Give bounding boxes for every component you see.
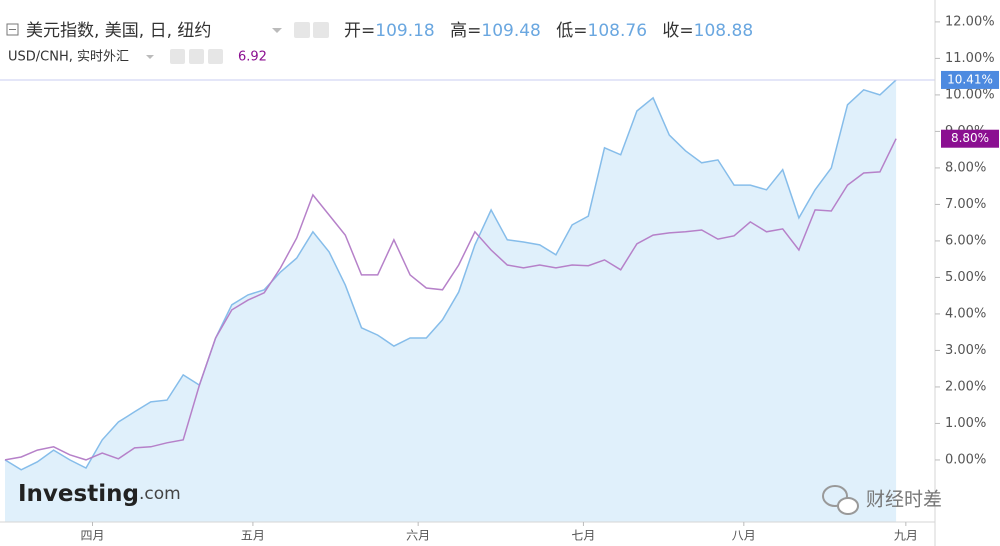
end-label-box — [941, 70, 999, 89]
logo-suffix: .com — [139, 484, 181, 504]
ohlc-label: 开= — [344, 21, 375, 41]
y-tick-label: 6.00% — [945, 233, 986, 248]
ohlc-value: 109.48 — [481, 21, 540, 41]
ohlc-label: 低= — [556, 21, 587, 41]
eye-icon[interactable] — [170, 49, 185, 64]
watermark: 财经时差 — [866, 489, 942, 511]
wechat-icon — [822, 485, 848, 507]
dropdown[interactable] — [146, 55, 154, 59]
ohlc-label: 高= — [450, 21, 481, 41]
y-tick-label: 8.00% — [945, 160, 986, 175]
ohlc-value: 108.76 — [588, 21, 647, 41]
logo: Investing.com — [18, 481, 181, 507]
y-tick-label: 7.00% — [945, 197, 986, 212]
series-name: USD/CNH, 实时外汇 — [8, 50, 129, 65]
y-tick-label: 1.00% — [945, 416, 986, 431]
ohlc: 开=109.18 高=109.48 低=108.76 收=108.88 — [344, 21, 753, 41]
area — [5, 79, 897, 523]
plot — [0, 79, 935, 523]
y-tick-label: 5.00% — [945, 270, 986, 285]
settings-icon[interactable] — [313, 22, 329, 38]
wechat-icon — [837, 497, 859, 515]
y-tick-label: 12.00% — [945, 14, 995, 29]
x-tick-label: 八月 — [732, 529, 756, 543]
x-tick-label: 七月 — [571, 529, 595, 543]
y-tick-label: 3.00% — [945, 343, 986, 358]
ohlc-label: 收= — [662, 21, 693, 41]
x-tick-label: 四月 — [81, 529, 105, 543]
x-tick-label: 六月 — [406, 529, 430, 543]
eye-icon[interactable] — [294, 22, 310, 38]
line — [4, 138, 897, 461]
y-tick-label: 11.00% — [945, 51, 995, 66]
y-tick-label: 10.00% — [945, 87, 995, 102]
end-label: 10.41% — [947, 72, 993, 86]
collapse-icon[interactable] — [6, 23, 19, 36]
logo-text: Investing — [18, 481, 139, 507]
series-name: 美元指数, 美国, 日, 纽约 — [26, 21, 211, 41]
ohlc-value: 108.88 — [694, 21, 753, 41]
end-label-box — [941, 129, 999, 148]
y-tick-label: 2.00% — [945, 379, 986, 394]
dropdown[interactable] — [272, 28, 282, 33]
axes: 0.00% 1.00% 2.00% 3.00% 4.00% 5.00% 6.00% 7.00%… — [81, 14, 999, 543]
settings-icon[interactable] — [189, 49, 204, 64]
x-tick-label: 五月 — [241, 529, 265, 543]
end-label: 8.80% — [951, 131, 989, 145]
ohlc-value: 109.18 — [375, 21, 434, 41]
x-tick-label: 九月 — [894, 529, 918, 543]
last-price: 6.92 — [238, 50, 267, 65]
y-tick-label: 4.00% — [945, 306, 986, 321]
close-icon[interactable] — [208, 49, 223, 64]
line — [4, 79, 897, 471]
y-tick-label: 0.00% — [945, 452, 986, 467]
